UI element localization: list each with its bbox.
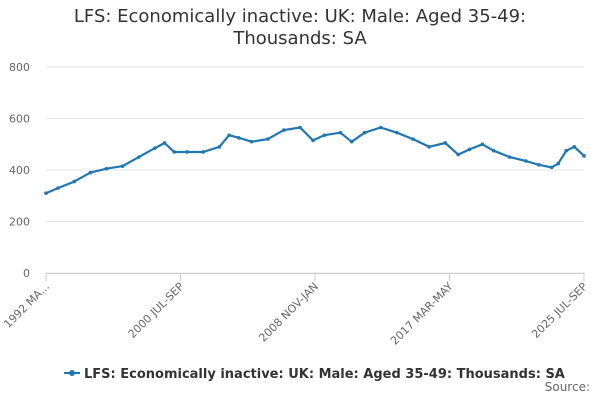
data-point (338, 130, 343, 135)
legend-symbol-marker (69, 370, 75, 376)
data-point (311, 138, 315, 143)
data-point (236, 136, 241, 140)
data-point (185, 150, 189, 154)
data-point (443, 141, 448, 145)
x-tick-label: 1992 MA... (1, 280, 52, 331)
data-point (480, 142, 485, 147)
data-point (136, 155, 141, 159)
chart-title: LFS: Economically inactive: UK: Male: Ag… (73, 6, 527, 49)
data-point (120, 164, 125, 168)
y-tick-label: 0 (23, 267, 30, 280)
data-point (427, 145, 431, 149)
series-line (44, 126, 586, 195)
data-point (249, 139, 254, 144)
data-point (507, 155, 512, 159)
data-point (411, 137, 415, 141)
data-point (227, 133, 231, 138)
data-point (378, 125, 383, 130)
data-point (56, 186, 60, 190)
data-point (282, 128, 286, 132)
data-point (201, 150, 206, 154)
data-point (72, 179, 77, 184)
data-point (456, 152, 460, 157)
data-point (556, 161, 560, 166)
y-tick-label: 600 (9, 113, 30, 126)
y-tick-label: 400 (9, 164, 30, 177)
data-point (549, 165, 554, 170)
data-point (572, 145, 577, 149)
data-point (467, 147, 472, 152)
data-point (582, 154, 586, 158)
source-label: Source: (544, 380, 590, 394)
data-point (172, 150, 177, 154)
x-tick-label: 2000 JUL-SEP (126, 280, 187, 341)
y-tick-label: 200 (9, 216, 30, 229)
data-point (395, 130, 399, 135)
legend-item[interactable]: LFS: Economically inactive: UK: Male: Ag… (84, 367, 565, 382)
data-point (217, 145, 222, 149)
data-point (298, 125, 302, 130)
x-tick-label: 2008 NOV-JAN (256, 280, 321, 345)
data-point (44, 191, 48, 195)
data-point (104, 166, 109, 171)
y-tick-label: 800 (9, 61, 30, 74)
data-point (349, 139, 354, 144)
data-point (153, 146, 157, 150)
data-point (537, 163, 541, 167)
data-point (362, 130, 367, 135)
data-point (491, 148, 496, 153)
data-point (524, 159, 528, 163)
data-point (266, 137, 270, 141)
data-point (322, 133, 327, 138)
data-point (162, 141, 167, 145)
data-point (564, 148, 569, 153)
x-tick-label: 2025 JUL-SEP (529, 280, 590, 341)
data-point (88, 170, 93, 175)
x-tick-label: 2017 MAR-MAY (388, 280, 456, 348)
